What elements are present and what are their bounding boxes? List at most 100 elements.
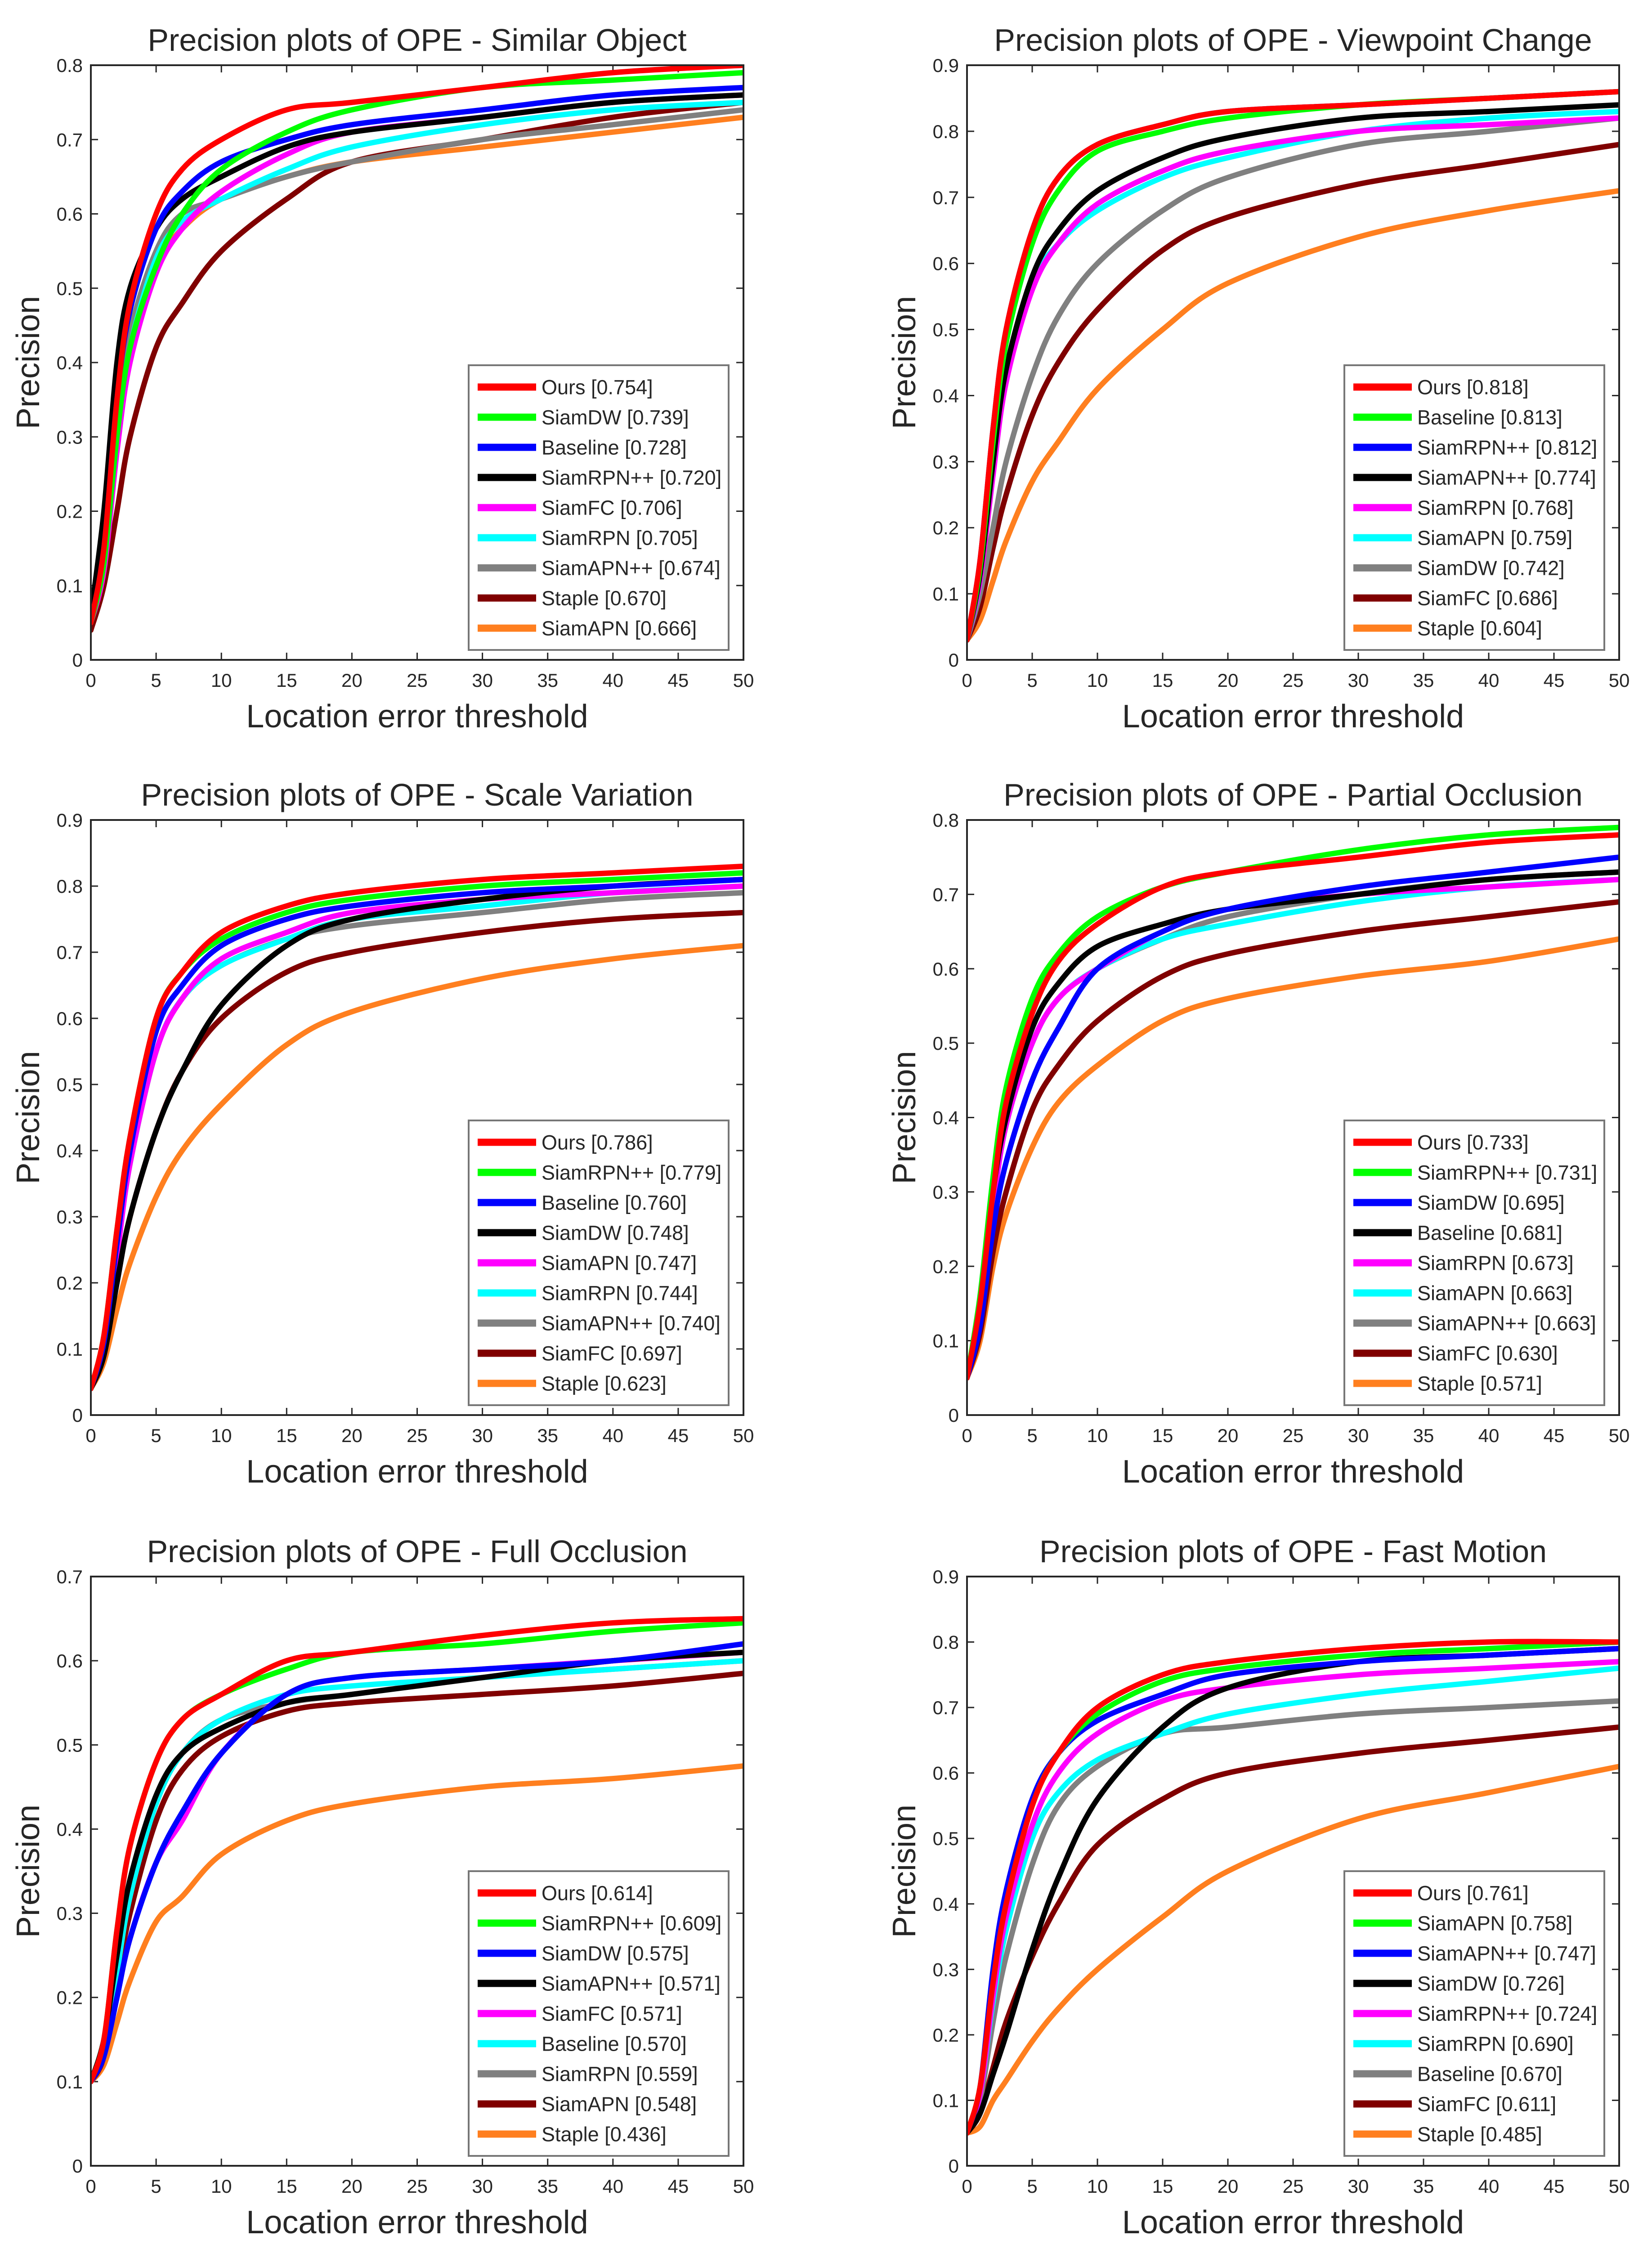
x-tick-label: 10: [1087, 1425, 1108, 1446]
x-tick-label: 30: [472, 2176, 493, 2197]
legend-item: SiamFC [0.686]: [1353, 587, 1558, 610]
legend-label: SiamRPN++ [0.609]: [542, 1912, 721, 1935]
y-axis-label: Precision: [886, 1051, 922, 1184]
series-lines: [967, 89, 1619, 643]
legend-label: SiamDW [0.695]: [1417, 1192, 1565, 1214]
series-line-ours: [91, 863, 743, 1392]
legend-label: Baseline [0.728]: [542, 436, 687, 459]
x-tick-label: 5: [1027, 670, 1037, 691]
y-tick-label: 0.9: [57, 810, 83, 831]
legend-label: SiamRPN [0.744]: [542, 1282, 698, 1305]
legend-item: SiamAPN++ [0.740]: [478, 1312, 721, 1335]
series-line-staple: [91, 943, 743, 1392]
y-tick-label: 0.7: [933, 1697, 959, 1718]
x-tick-label: 40: [1478, 2176, 1500, 2197]
x-tick-label: 30: [472, 670, 493, 691]
legend-label: SiamDW [0.742]: [1417, 557, 1565, 580]
x-tick-label: 30: [1348, 1425, 1369, 1446]
legend-label: SiamFC [0.630]: [1417, 1342, 1558, 1365]
legend-label: SiamRPN++ [0.720]: [542, 466, 721, 489]
y-tick-label: 0: [949, 650, 959, 671]
axes-box: [90, 1576, 744, 2167]
legend-label: SiamAPN++ [0.774]: [1417, 466, 1596, 489]
legend-label: SiamAPN [0.663]: [1417, 1282, 1572, 1305]
y-tick-label: 0.9: [933, 1566, 959, 1587]
chart-title: Precision plots of OPE - Full Occlusion: [147, 1534, 687, 1569]
legend-item: Staple [0.571]: [1353, 1372, 1542, 1395]
y-tick-label: 0.2: [57, 1987, 83, 2008]
series-lines: [91, 863, 743, 1392]
x-tick-label: 10: [211, 670, 232, 691]
y-tick-label: 0.3: [57, 1206, 83, 1228]
legend-item: SiamFC [0.611]: [1353, 2093, 1556, 2116]
legend-label: Baseline [0.760]: [542, 1192, 687, 1214]
x-tick-label: 15: [276, 2176, 297, 2197]
y-tick-label: 0: [72, 650, 83, 671]
legend-item: Baseline [0.728]: [478, 436, 687, 459]
series-line-baseline: [967, 1698, 1619, 2136]
x-tick-label: 50: [1609, 2176, 1630, 2197]
x-tick-label: 20: [1218, 2176, 1239, 2197]
y-tick-label: 0.6: [933, 1763, 959, 1784]
x-tick-label: 20: [341, 1425, 363, 1446]
legend-label: SiamDW [0.739]: [542, 406, 689, 429]
y-tick-label: 0.2: [57, 501, 83, 522]
chart-4: Precision plots of OPE - Partial Occlusi…: [886, 777, 1630, 1490]
x-tick-label: 0: [962, 2176, 972, 2197]
x-tick-label: 35: [1413, 1425, 1434, 1446]
legend-label: Ours [0.614]: [542, 1882, 653, 1905]
axes-box: [90, 819, 744, 1416]
y-tick-label: 0.6: [933, 959, 959, 980]
x-tick-label: 5: [1027, 2176, 1037, 2197]
legend-item: SiamAPN [0.666]: [478, 617, 697, 640]
y-axis-label: Precision: [10, 1805, 46, 1938]
legend-item: SiamDW [0.748]: [478, 1222, 689, 1245]
y-tick-label: 0.8: [57, 55, 83, 76]
x-tick-label: 5: [151, 670, 161, 691]
legend-item: SiamDW [0.739]: [478, 406, 689, 429]
x-tick-label: 15: [276, 1425, 297, 1446]
y-tick-label: 0.1: [933, 1331, 959, 1352]
axes-box: [966, 819, 1620, 1416]
series-line-ours: [967, 832, 1619, 1381]
y-tick-label: 0.8: [933, 810, 959, 831]
y-tick-label: 0.4: [933, 385, 959, 406]
legend-item: SiamFC [0.706]: [478, 497, 682, 520]
legend-label: SiamRPN [0.690]: [1417, 2033, 1574, 2056]
chart-5: Precision plots of OPE - Full Occlusion 0…: [10, 1534, 754, 2240]
y-axis-label: Precision: [10, 1051, 46, 1184]
y-tick-label: 0.3: [933, 1182, 959, 1203]
legend-item: Baseline [0.681]: [1353, 1222, 1562, 1245]
series-line-siamdw: [91, 1641, 743, 2084]
x-axis-label: Location error threshold: [246, 2204, 588, 2240]
legend-item: SiamAPN++ [0.774]: [1353, 466, 1596, 489]
x-tick-label: 5: [151, 1425, 161, 1446]
legend-item: Staple [0.436]: [478, 2123, 667, 2146]
legend-label: SiamFC [0.611]: [1417, 2093, 1556, 2116]
x-tick-label: 45: [668, 2176, 689, 2197]
legend-label: Ours [0.786]: [542, 1131, 653, 1154]
y-tick-label: 0.2: [933, 517, 959, 538]
series-line-staple: [967, 188, 1619, 643]
legend-item: Staple [0.670]: [478, 587, 667, 610]
chart-6: Precision plots of OPE - Fast Motion 0 5 10…: [886, 1534, 1630, 2240]
series-line-siamfc: [967, 899, 1619, 1381]
legend-item: Ours [0.818]: [1353, 376, 1529, 399]
chart-title: Precision plots of OPE - Fast Motion: [1039, 1534, 1547, 1569]
legend-item: SiamDW [0.575]: [478, 1942, 689, 1965]
x-tick-label: 20: [1218, 1425, 1239, 1446]
y-tick-label: 0.7: [57, 1566, 83, 1587]
x-tick-label: 0: [962, 1425, 972, 1446]
legend-item: Ours [0.614]: [478, 1882, 653, 1905]
chart-2: Precision plots of OPE - Viewpoint Chang…: [886, 22, 1630, 735]
series-line-siamdw: [967, 115, 1619, 643]
x-axis-label: Location error threshold: [246, 1454, 588, 1490]
series-line-siamfc: [967, 142, 1619, 643]
legend-label: SiamAPN++ [0.674]: [542, 557, 721, 580]
series-line-siamdw: [91, 70, 743, 626]
legend: Ours [0.761] SiamAPN [0.758] SiamAPN++ [0.…: [1343, 1870, 1605, 2157]
y-axis-label: Precision: [886, 296, 922, 429]
legend-label: Staple [0.670]: [542, 587, 667, 610]
y-tick-label: 0.2: [933, 1256, 959, 1277]
y-tick-label: 0.2: [57, 1272, 83, 1294]
